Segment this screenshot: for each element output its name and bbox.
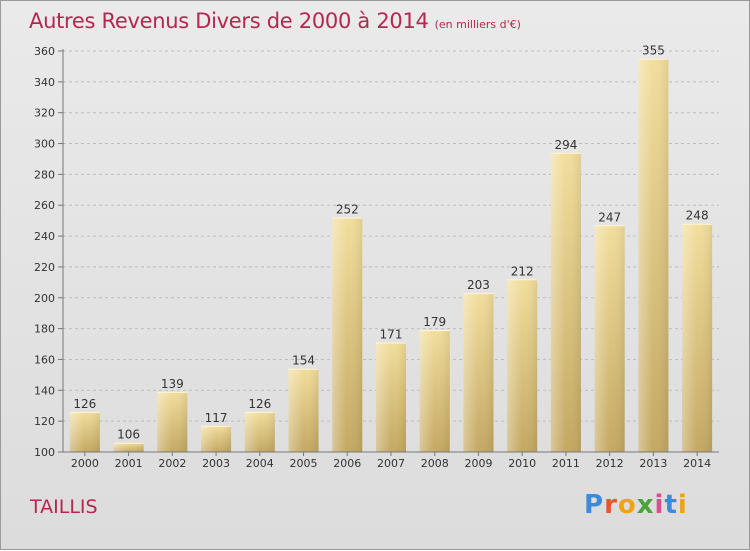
bar-shade — [419, 330, 450, 452]
x-axis: 2000 2001 2002 2003 2004 2005 2006 2007 2008 2009… — [63, 451, 719, 470]
data-label: 171 — [380, 327, 403, 341]
logo-letter: x — [636, 490, 655, 520]
x-tick-label: 2008 — [421, 457, 449, 470]
bar-shade — [288, 368, 319, 452]
chart-title-text: Autres Revenus Divers de 2000 à 2014 — [29, 9, 429, 33]
y-tick-label: 300 — [34, 138, 55, 151]
data-label: 179 — [423, 315, 446, 329]
data-label: 139 — [161, 377, 184, 391]
y-tick-label: 180 — [34, 323, 55, 336]
x-tick-label: 2014 — [683, 457, 711, 470]
chart-title: Autres Revenus Divers de 2000 à 2014 (en … — [29, 9, 521, 33]
x-tick-label: 2004 — [246, 457, 274, 470]
x-tick-label: 2009 — [464, 457, 492, 470]
logo-letter: t — [664, 490, 678, 520]
y-axis: 100 120 140 160 180 200 220 240 260 280 300 320 340 3… — [34, 45, 64, 459]
logo-letter: i — [654, 490, 665, 520]
data-label: 203 — [467, 278, 490, 292]
data-label: 248 — [686, 209, 709, 223]
y-tick-label: 320 — [34, 107, 55, 120]
data-label: 154 — [292, 354, 315, 368]
commune-name: TAILLIS — [30, 496, 98, 518]
x-tick-label: 2005 — [290, 457, 318, 470]
bar-shade — [376, 342, 406, 452]
logo-letter: r — [604, 490, 618, 520]
x-tick-label: 2006 — [333, 457, 361, 470]
data-label: 355 — [642, 44, 665, 58]
logo-letter: i — [677, 490, 688, 520]
x-tick-label: 2001 — [115, 457, 143, 470]
logo-letter: P — [584, 490, 605, 520]
y-tick-label: 160 — [34, 353, 55, 366]
bar-shade — [550, 152, 581, 453]
y-tick-label: 120 — [34, 415, 55, 428]
y-tick-label: 220 — [34, 261, 55, 274]
bar-shade — [594, 225, 625, 452]
x-tick-label: 2012 — [596, 457, 624, 470]
y-tick-label: 360 — [34, 45, 55, 58]
x-tick-label: 2007 — [377, 457, 405, 470]
y-tick-label: 200 — [34, 292, 55, 305]
bar-shade — [201, 425, 232, 452]
data-label: 126 — [248, 397, 271, 411]
data-label: 212 — [511, 264, 534, 278]
data-label: 252 — [336, 203, 359, 217]
bar-shade — [638, 58, 669, 452]
x-tick-label: 2002 — [158, 457, 186, 470]
data-label: 247 — [598, 210, 621, 224]
bar-shade — [157, 391, 188, 452]
data-label: 106 — [117, 428, 140, 442]
proxiti-logo[interactable]: Proxiti — [584, 490, 688, 520]
y-tick-label: 140 — [34, 384, 55, 397]
y-tick-label: 340 — [34, 76, 55, 89]
bar-shade — [113, 442, 144, 452]
bar-shade — [244, 411, 275, 452]
x-tick-label: 2003 — [202, 457, 230, 470]
x-tick-label: 2000 — [71, 457, 99, 470]
y-tick-label: 100 — [34, 446, 55, 459]
bars: 126 106 139 117 126 154 252 171 179 203 212 294 247 3… — [69, 44, 713, 453]
bar-shade — [682, 223, 713, 452]
bar-shade — [463, 293, 494, 452]
y-tick-label: 280 — [34, 168, 55, 181]
x-tick-label: 2011 — [552, 457, 580, 470]
bar-shade — [69, 411, 100, 452]
bar-shade — [507, 279, 538, 452]
data-label: 294 — [554, 138, 577, 152]
data-label: 126 — [73, 397, 96, 411]
data-label: 117 — [205, 411, 228, 425]
logo-letter: o — [617, 490, 637, 520]
bar-shade — [332, 217, 363, 452]
x-tick-label: 2013 — [639, 457, 667, 470]
chart-subtitle: (en milliers d'€) — [434, 18, 521, 31]
x-tick-label: 2010 — [508, 457, 536, 470]
y-tick-label: 240 — [34, 230, 55, 243]
y-tick-label: 260 — [34, 199, 55, 212]
